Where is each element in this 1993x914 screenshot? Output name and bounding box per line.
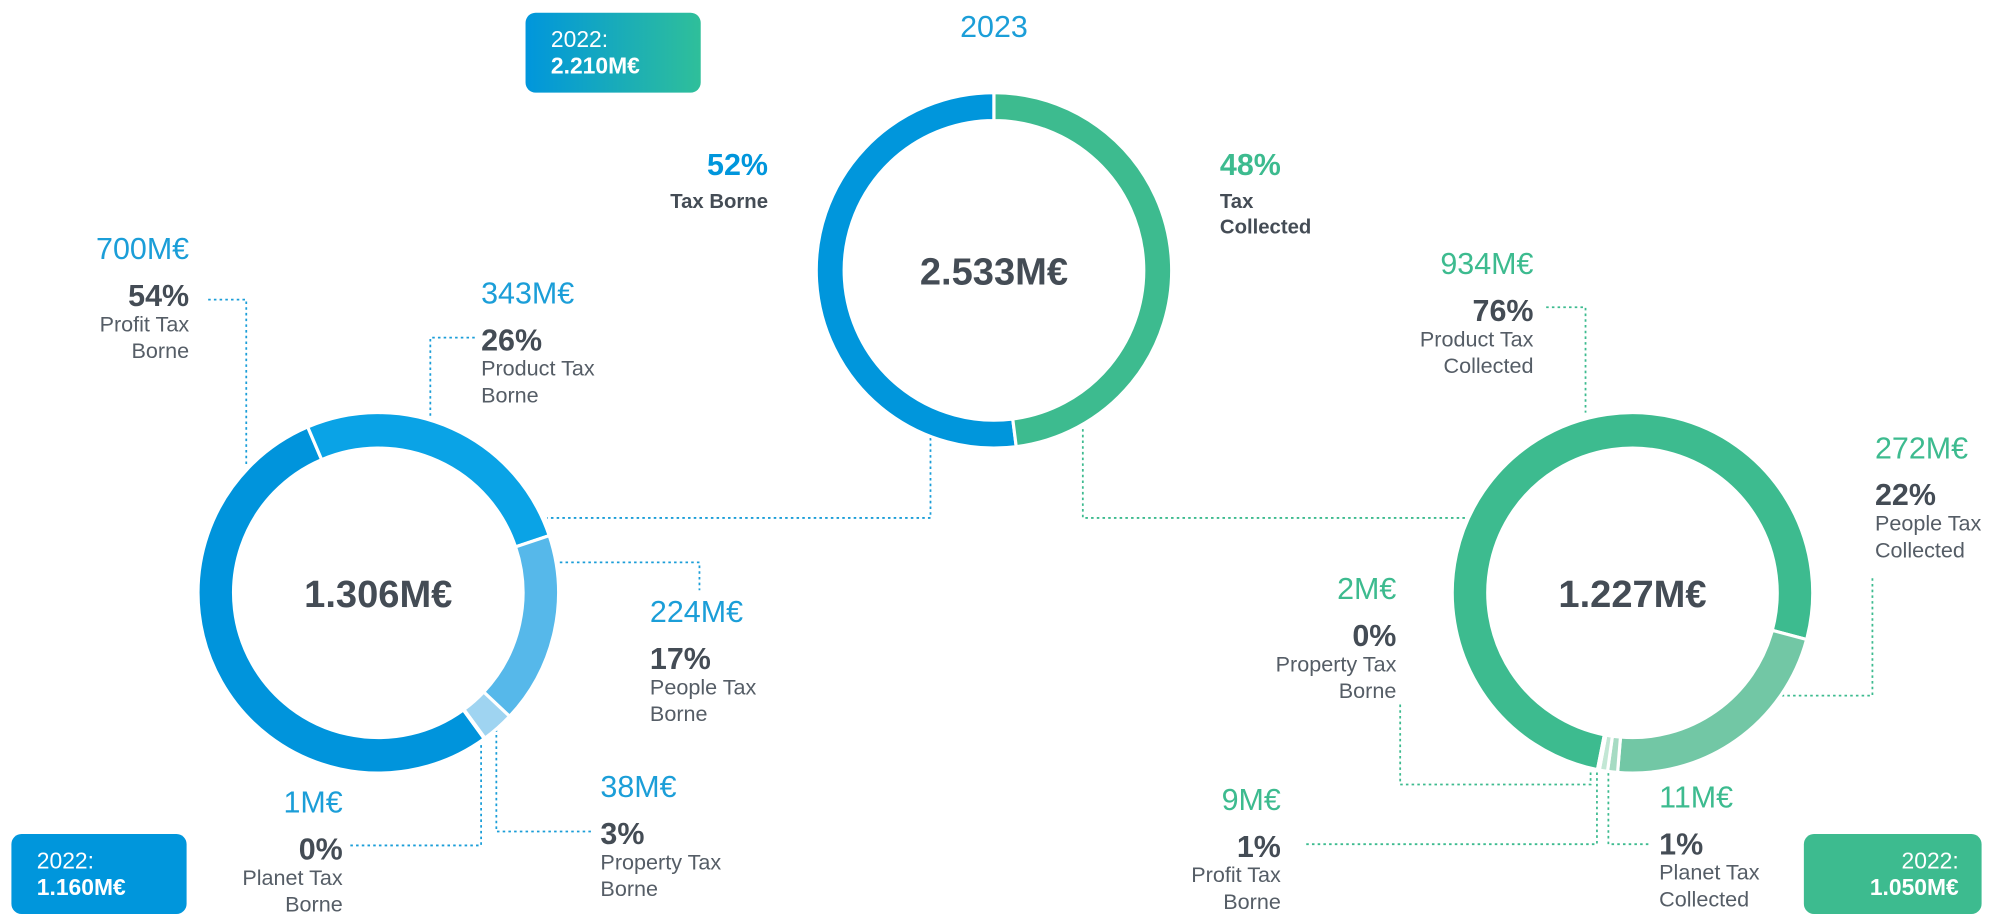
category-label: Tax Borne bbox=[670, 191, 768, 213]
category-label: Product Tax Collected bbox=[1420, 327, 1534, 379]
donut-total: 1.227M€ bbox=[1558, 574, 1706, 616]
donut-segment bbox=[196, 424, 487, 775]
share-label: 1% bbox=[1659, 827, 1703, 861]
amount-label: 272M€ bbox=[1875, 431, 1968, 465]
donut-segment bbox=[1615, 628, 1809, 775]
previous-total: 1.050M€ bbox=[1870, 874, 1959, 900]
category-label: People Tax Collected bbox=[1875, 511, 1982, 563]
category-label: Tax Collected bbox=[1220, 191, 1311, 238]
category-label: Planet Tax Collected bbox=[1659, 860, 1760, 912]
donut-total: 1.306M€ bbox=[304, 574, 452, 616]
share-label: 17% bbox=[650, 642, 711, 676]
share-label: 48% bbox=[1220, 148, 1281, 182]
connectors-left bbox=[208, 298, 932, 847]
connectors-right bbox=[1081, 306, 1874, 846]
category-label: Property Tax Borne bbox=[1276, 652, 1397, 704]
donut-total: 2.533M€ bbox=[920, 251, 1068, 293]
amount-label: 934M€ bbox=[1440, 247, 1533, 281]
share-label: 0% bbox=[299, 832, 343, 866]
previous-year-badge bbox=[1803, 834, 1982, 914]
share-label: 3% bbox=[600, 817, 644, 851]
amount-label: 1M€ bbox=[283, 785, 342, 819]
donut-segment bbox=[461, 707, 488, 741]
amount-label: 9M€ bbox=[1222, 783, 1281, 817]
previous-total: 2.210M€ bbox=[551, 53, 640, 79]
donut-segment bbox=[814, 91, 1019, 450]
previous-year-badge bbox=[11, 834, 187, 914]
amount-label: 700M€ bbox=[96, 232, 189, 266]
previous-year: 2022: bbox=[551, 26, 608, 52]
amount-label: 224M€ bbox=[650, 595, 743, 629]
category-label: Profit Tax Borne bbox=[100, 311, 190, 363]
donut-segment bbox=[1595, 732, 1608, 772]
share-label: 26% bbox=[481, 323, 542, 357]
donut-segment bbox=[305, 411, 552, 549]
share-label: 0% bbox=[1352, 619, 1396, 653]
amount-label: 343M€ bbox=[481, 276, 574, 310]
amount-label: 2M€ bbox=[1337, 572, 1396, 606]
donut-segment bbox=[481, 533, 561, 719]
category-label: Property Tax Borne bbox=[600, 850, 721, 902]
share-label: 76% bbox=[1473, 294, 1534, 328]
year-title: 2023 bbox=[960, 10, 1028, 44]
donut-segment bbox=[992, 91, 1174, 449]
category-label: Product Tax Borne bbox=[481, 356, 595, 408]
donut-segment bbox=[1450, 411, 1815, 772]
share-label: 54% bbox=[128, 279, 189, 313]
previous-year-badge bbox=[525, 12, 701, 93]
amount-label: 11M€ bbox=[1659, 780, 1733, 814]
previous-year: 2022: bbox=[1902, 847, 1959, 873]
amount-label: 38M€ bbox=[600, 770, 676, 804]
category-label: Profit Tax Borne bbox=[1191, 862, 1281, 914]
share-label: 1% bbox=[1237, 830, 1281, 864]
share-label: 22% bbox=[1875, 478, 1936, 512]
category-label: People Tax Borne bbox=[650, 674, 757, 726]
previous-total: 1.160M€ bbox=[37, 874, 126, 900]
share-label: 52% bbox=[707, 148, 768, 182]
previous-year: 2022: bbox=[37, 847, 94, 873]
category-label: Planet Tax Borne bbox=[242, 865, 343, 914]
